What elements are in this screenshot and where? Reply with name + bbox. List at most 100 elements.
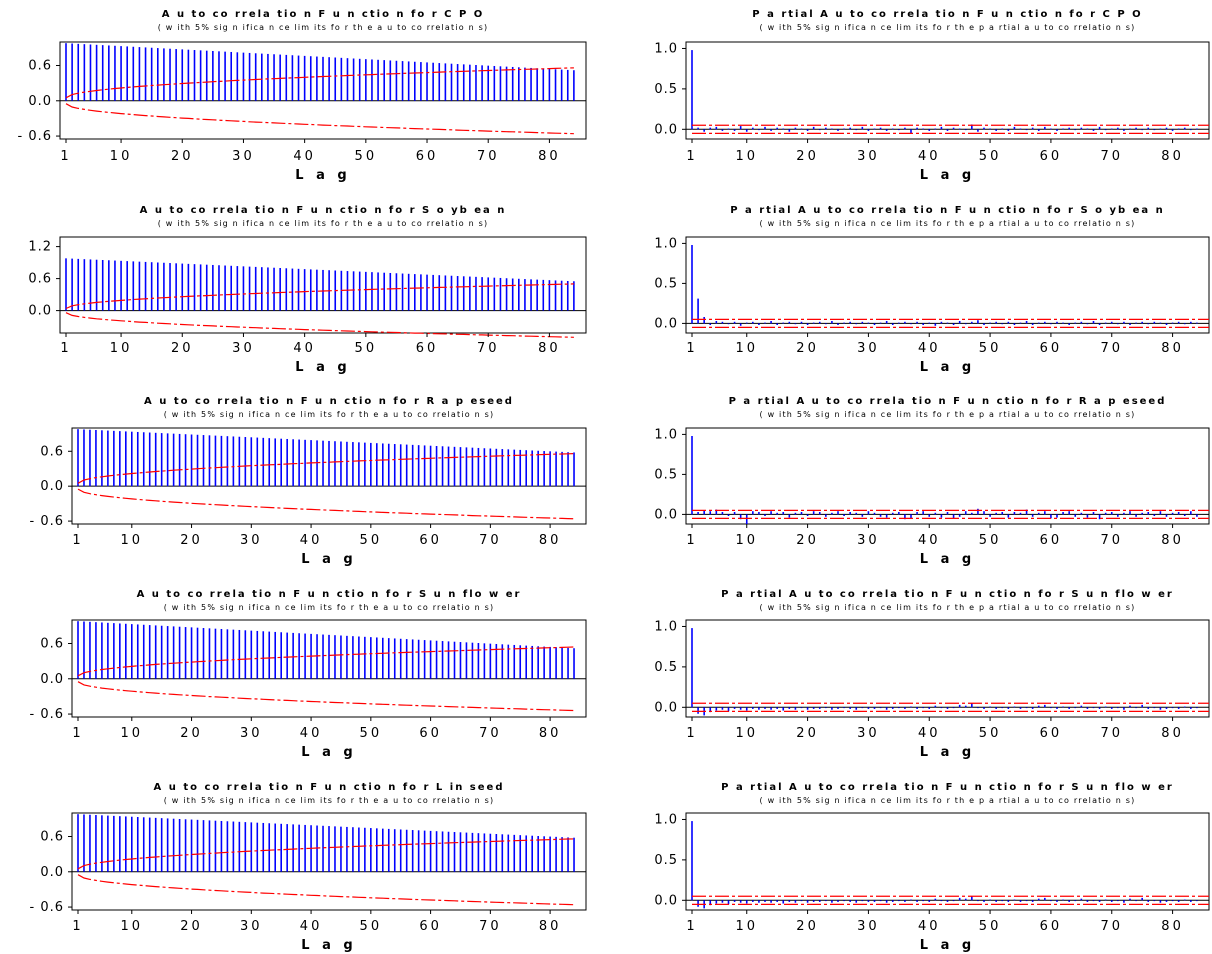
upper-significance-limit: [65, 283, 574, 310]
x-tick-label: 80: [1161, 726, 1184, 741]
x-axis-label: L a g: [920, 168, 975, 183]
plot-frame: [685, 236, 1210, 334]
y-tick-label: 0.0: [28, 304, 52, 319]
y-tick-label: 0.0: [40, 479, 64, 494]
x-tick-label: 50: [355, 341, 378, 356]
x-tick-label: 10: [121, 919, 144, 934]
x-tick-label: 60: [1040, 533, 1063, 548]
plot-frame: [71, 812, 587, 911]
x-tick-label: 40: [918, 533, 941, 548]
chart-subtitle: ( w ith 5% sig n ifica n ce lim its fo r…: [158, 23, 489, 32]
y-tick-label: 0.5: [654, 660, 678, 675]
y-tick-label: 0.6: [40, 444, 64, 459]
upper-significance-limit: [77, 646, 575, 677]
chart-subtitle: ( w ith 5% sig n ifica n ce lim its fo r…: [760, 219, 1136, 228]
x-tick-label: 30: [857, 341, 880, 356]
x-tick-label: 30: [232, 341, 255, 356]
x-tick-label: 70: [1100, 919, 1123, 934]
chart-title: P a rtial A u to co rrela tio n F u n ct…: [721, 589, 1174, 600]
x-axis-label: L a g: [920, 552, 975, 567]
x-tick-label: 80: [1161, 919, 1184, 934]
chart-title: A u to co rrela tio n F u n ctio n fo r …: [144, 396, 514, 407]
y-tick-label: - 0.6: [18, 129, 53, 144]
y-tick-label: 0.0: [654, 893, 678, 908]
lower-significance-limit: [65, 103, 574, 135]
x-tick-label: 20: [796, 533, 819, 548]
x-tick-label: 30: [240, 726, 263, 741]
x-tick-label: 10: [110, 341, 133, 356]
x-tick-label: 60: [419, 919, 442, 934]
x-tick-label: 70: [1100, 341, 1123, 356]
x-tick-label: 80: [1161, 341, 1184, 356]
x-tick-label: 40: [918, 726, 941, 741]
x-tick-label: 50: [979, 149, 1002, 164]
x-tick-label: 40: [300, 919, 323, 934]
x-tick-label: 1: [686, 726, 697, 741]
x-tick-label: 80: [539, 726, 562, 741]
x-tick-label: 30: [857, 149, 880, 164]
y-tick-label: 0.5: [654, 853, 678, 868]
x-axis-label: L a g: [295, 168, 350, 183]
plot-frame: [59, 41, 587, 140]
x-tick-label: 20: [180, 726, 203, 741]
x-tick-label: 40: [918, 919, 941, 934]
chart-title: A u to co rrela tio n F u n ctio n fo r …: [137, 589, 522, 600]
x-tick-label: 80: [1161, 533, 1184, 548]
acf-panel-8: A u to co rrela tio n F u n ctio n fo r …: [30, 782, 587, 953]
acf-panel-2: A u to co rrela tio n F u n ctio n fo r …: [28, 205, 587, 375]
x-tick-label: 70: [1100, 149, 1123, 164]
x-tick-label: 30: [857, 533, 880, 548]
plot-frame: [685, 812, 1210, 911]
y-tick-label: 0.0: [654, 507, 678, 522]
chart-title: A u to co rrela tio n F u n ctio n fo r …: [140, 205, 507, 216]
x-axis-label: L a g: [920, 360, 975, 375]
chart-subtitle: ( w ith 5% sig n ifica n ce lim its fo r…: [760, 410, 1136, 419]
x-tick-label: 80: [538, 149, 561, 164]
x-tick-label: 10: [121, 533, 144, 548]
x-tick-label: 1: [72, 533, 83, 548]
acf-panel-6: A u to co rrela tio n F u n ctio n fo r …: [30, 589, 587, 760]
x-tick-label: 50: [360, 533, 383, 548]
x-tick-label: 80: [539, 919, 562, 934]
chart-subtitle: ( w ith 5% sig n ifica n ce lim its fo r…: [164, 796, 495, 805]
chart-title: P a rtial A u to co rrela tio n F u n ct…: [752, 9, 1142, 20]
lower-significance-limit: [77, 488, 575, 520]
plot-frame: [59, 236, 587, 334]
x-tick-label: 50: [979, 919, 1002, 934]
x-tick-label: 50: [979, 533, 1002, 548]
chart-subtitle: ( w ith 5% sig n ifica n ce lim its fo r…: [158, 219, 489, 228]
x-tick-label: 10: [735, 149, 758, 164]
x-tick-label: 30: [232, 149, 255, 164]
x-tick-label: 70: [479, 726, 502, 741]
plot-frame: [685, 41, 1210, 140]
x-tick-label: 60: [419, 533, 442, 548]
y-tick-label: 0.5: [654, 82, 678, 97]
plot-frame: [685, 619, 1210, 718]
x-tick-label: 20: [796, 919, 819, 934]
y-tick-label: 0.0: [40, 672, 64, 687]
y-tick-label: 0.6: [40, 637, 64, 652]
y-tick-label: 0.5: [654, 467, 678, 482]
pacf-panel-5: P a rtial A u to co rrela tio n F u n ct…: [654, 396, 1210, 567]
x-axis-label: L a g: [301, 552, 356, 567]
x-axis-label: L a g: [920, 938, 975, 953]
x-tick-label: 70: [479, 919, 502, 934]
x-tick-label: 30: [240, 919, 263, 934]
x-tick-label: 70: [479, 533, 502, 548]
y-tick-label: 1.0: [654, 236, 678, 251]
x-tick-label: 1: [72, 919, 83, 934]
x-tick-label: 40: [918, 341, 941, 356]
x-tick-label: 60: [1040, 149, 1063, 164]
x-tick-label: 40: [293, 149, 316, 164]
chart-title: P a rtial A u to co rrela tio n F u n ct…: [730, 205, 1165, 216]
lower-significance-limit: [77, 681, 575, 712]
chart-title: A u to co rrela tio n F u n ctio n fo r …: [162, 9, 485, 20]
plot-frame: [71, 619, 587, 718]
x-tick-label: 60: [1040, 726, 1063, 741]
x-tick-label: 20: [180, 533, 203, 548]
x-tick-label: 50: [355, 149, 378, 164]
chart-subtitle: ( w ith 5% sig n ifica n ce lim its fo r…: [760, 603, 1136, 612]
y-tick-label: - 0.6: [30, 900, 65, 915]
x-tick-label: 70: [477, 341, 500, 356]
x-tick-label: 50: [979, 726, 1002, 741]
